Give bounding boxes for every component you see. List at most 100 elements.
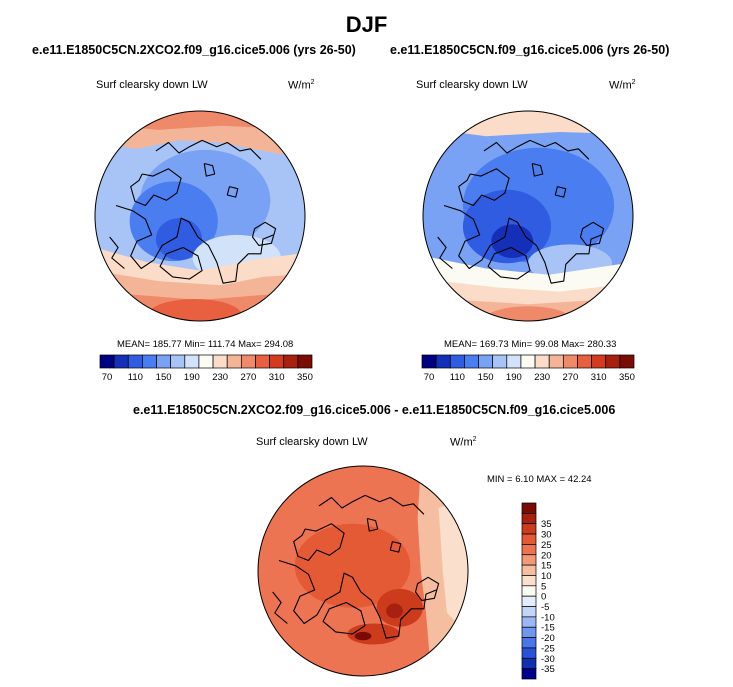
colorbar-swatch [113, 354, 129, 369]
main-title: DJF [345, 12, 388, 37]
field-region [305, 560, 358, 603]
colorbar-tick-label: 270 [562, 372, 578, 383]
colorbar-swatch [548, 354, 564, 369]
colorbar-swatch [521, 637, 537, 649]
colorbar-swatch [534, 354, 550, 369]
colorbar-swatch [577, 354, 592, 369]
colorbar-tick-label: 5 [541, 581, 546, 592]
colorbar-swatch [521, 647, 537, 659]
colorbar-swatch [170, 354, 186, 369]
colorbar-tick-label: 190 [184, 372, 200, 383]
colorbar-tick-label: -20 [541, 633, 555, 644]
colorbar-tick-label: 110 [128, 372, 143, 383]
coastline [414, 576, 440, 601]
colorbar-swatch [198, 354, 214, 369]
colorbar-swatch [521, 616, 537, 628]
map-border [422, 110, 634, 322]
panel2-colorbar: 70 110 150 190 230 270 310 350 [421, 354, 635, 383]
panel2-stats: MEAN= 169.73 Min= 99.08 Max= 280.33 [444, 339, 617, 350]
colorbar-swatch [127, 354, 143, 369]
colorbar-swatch [520, 354, 536, 369]
colorbar-swatch [99, 354, 115, 369]
colorbar-tick-label: 30 [541, 530, 552, 541]
panel1-variable-label: Surf clearsky down LW [96, 79, 208, 91]
coastline [293, 523, 345, 562]
colorbar-tick-label: 270 [240, 372, 256, 383]
colorbar-swatch [521, 668, 537, 680]
colorbar-swatch [212, 354, 228, 369]
coastline [579, 221, 605, 246]
coastline [251, 221, 277, 246]
colorbar-swatch [240, 354, 256, 369]
coastline [443, 204, 602, 284]
coastline [159, 246, 203, 280]
panel1-units: W/m2 [288, 79, 315, 92]
coastline [109, 236, 125, 269]
colorbar-swatch [521, 606, 537, 618]
colorbar-swatch [521, 626, 537, 638]
coastline [278, 559, 437, 639]
map-border [94, 110, 306, 322]
colorbar-tick-label: -5 [541, 602, 549, 613]
coastline [203, 162, 216, 177]
colorbar-swatch [142, 354, 157, 369]
colorbar-tick-label: 310 [591, 372, 607, 383]
colorbar-swatch [297, 354, 313, 369]
coastline [366, 517, 379, 532]
colorbar-swatch [591, 354, 607, 369]
field-region [354, 631, 372, 641]
colorbar-tick-label: -30 [541, 654, 555, 665]
colorbar-swatch [521, 513, 537, 525]
colorbar-swatch [521, 554, 537, 566]
colorbar-tick-label: 35 [541, 519, 552, 530]
field-region [386, 603, 403, 619]
colorbar-tick-label: 15 [541, 561, 552, 572]
panel1-polar-map [94, 110, 306, 322]
colorbar-tick-label: -15 [541, 623, 555, 634]
panel1-stats: MEAN= 185.77 Min= 111.74 Max= 294.08 [117, 339, 294, 350]
colorbar-tick-label: 25 [541, 540, 552, 551]
colorbar-swatch [226, 354, 242, 369]
coastline [155, 139, 262, 160]
colorbar-swatch [521, 585, 537, 597]
colorbar-tick-label: 110 [450, 372, 465, 383]
field-region [491, 224, 534, 258]
panel1-colorbar: 70 110 150 190 230 270 310 350 [99, 354, 313, 383]
colorbar-swatch [562, 354, 578, 369]
field-region [147, 298, 242, 321]
panel3-variable-label: Surf clearsky down LW [256, 436, 368, 448]
colorbar-tick-label: -35 [541, 664, 555, 675]
map-border [257, 465, 469, 677]
panel1-title: e.e11.E1850C5CN.2XCO2.f09_g16.cice5.006 … [32, 43, 356, 57]
panel2-polar-map [422, 110, 634, 322]
coastline [437, 236, 453, 269]
colorbar-swatch [492, 354, 508, 369]
colorbar-swatch [449, 354, 465, 369]
coastline [487, 246, 531, 280]
coastline [554, 186, 567, 198]
panel3-stats: MIN = 6.10 MAX = 42.24 [487, 474, 592, 485]
coastline [272, 591, 288, 624]
colorbar-swatch [521, 657, 537, 669]
coastline [318, 494, 425, 515]
coastline [226, 186, 239, 198]
panel2-units: W/m2 [609, 79, 636, 92]
colorbar-swatch [605, 354, 621, 369]
colorbar-swatch [269, 354, 285, 369]
colorbar-tick-label: 70 [102, 372, 113, 383]
coastline [458, 168, 510, 207]
colorbar-tick-label: -25 [541, 643, 555, 654]
colorbar-swatch [464, 354, 479, 369]
colorbar-tick-label: 150 [156, 372, 172, 383]
panel3-units: W/m2 [450, 436, 477, 449]
colorbar-tick-label: 70 [424, 372, 435, 383]
field-region [155, 218, 203, 261]
colorbar-swatch [184, 354, 200, 369]
panel3-polar-map [257, 465, 469, 677]
field-region [486, 306, 570, 321]
field-region [423, 111, 633, 137]
colorbar-swatch [619, 354, 635, 369]
colorbar-tick-label: 350 [619, 372, 635, 383]
colorbar-swatch [421, 354, 437, 369]
